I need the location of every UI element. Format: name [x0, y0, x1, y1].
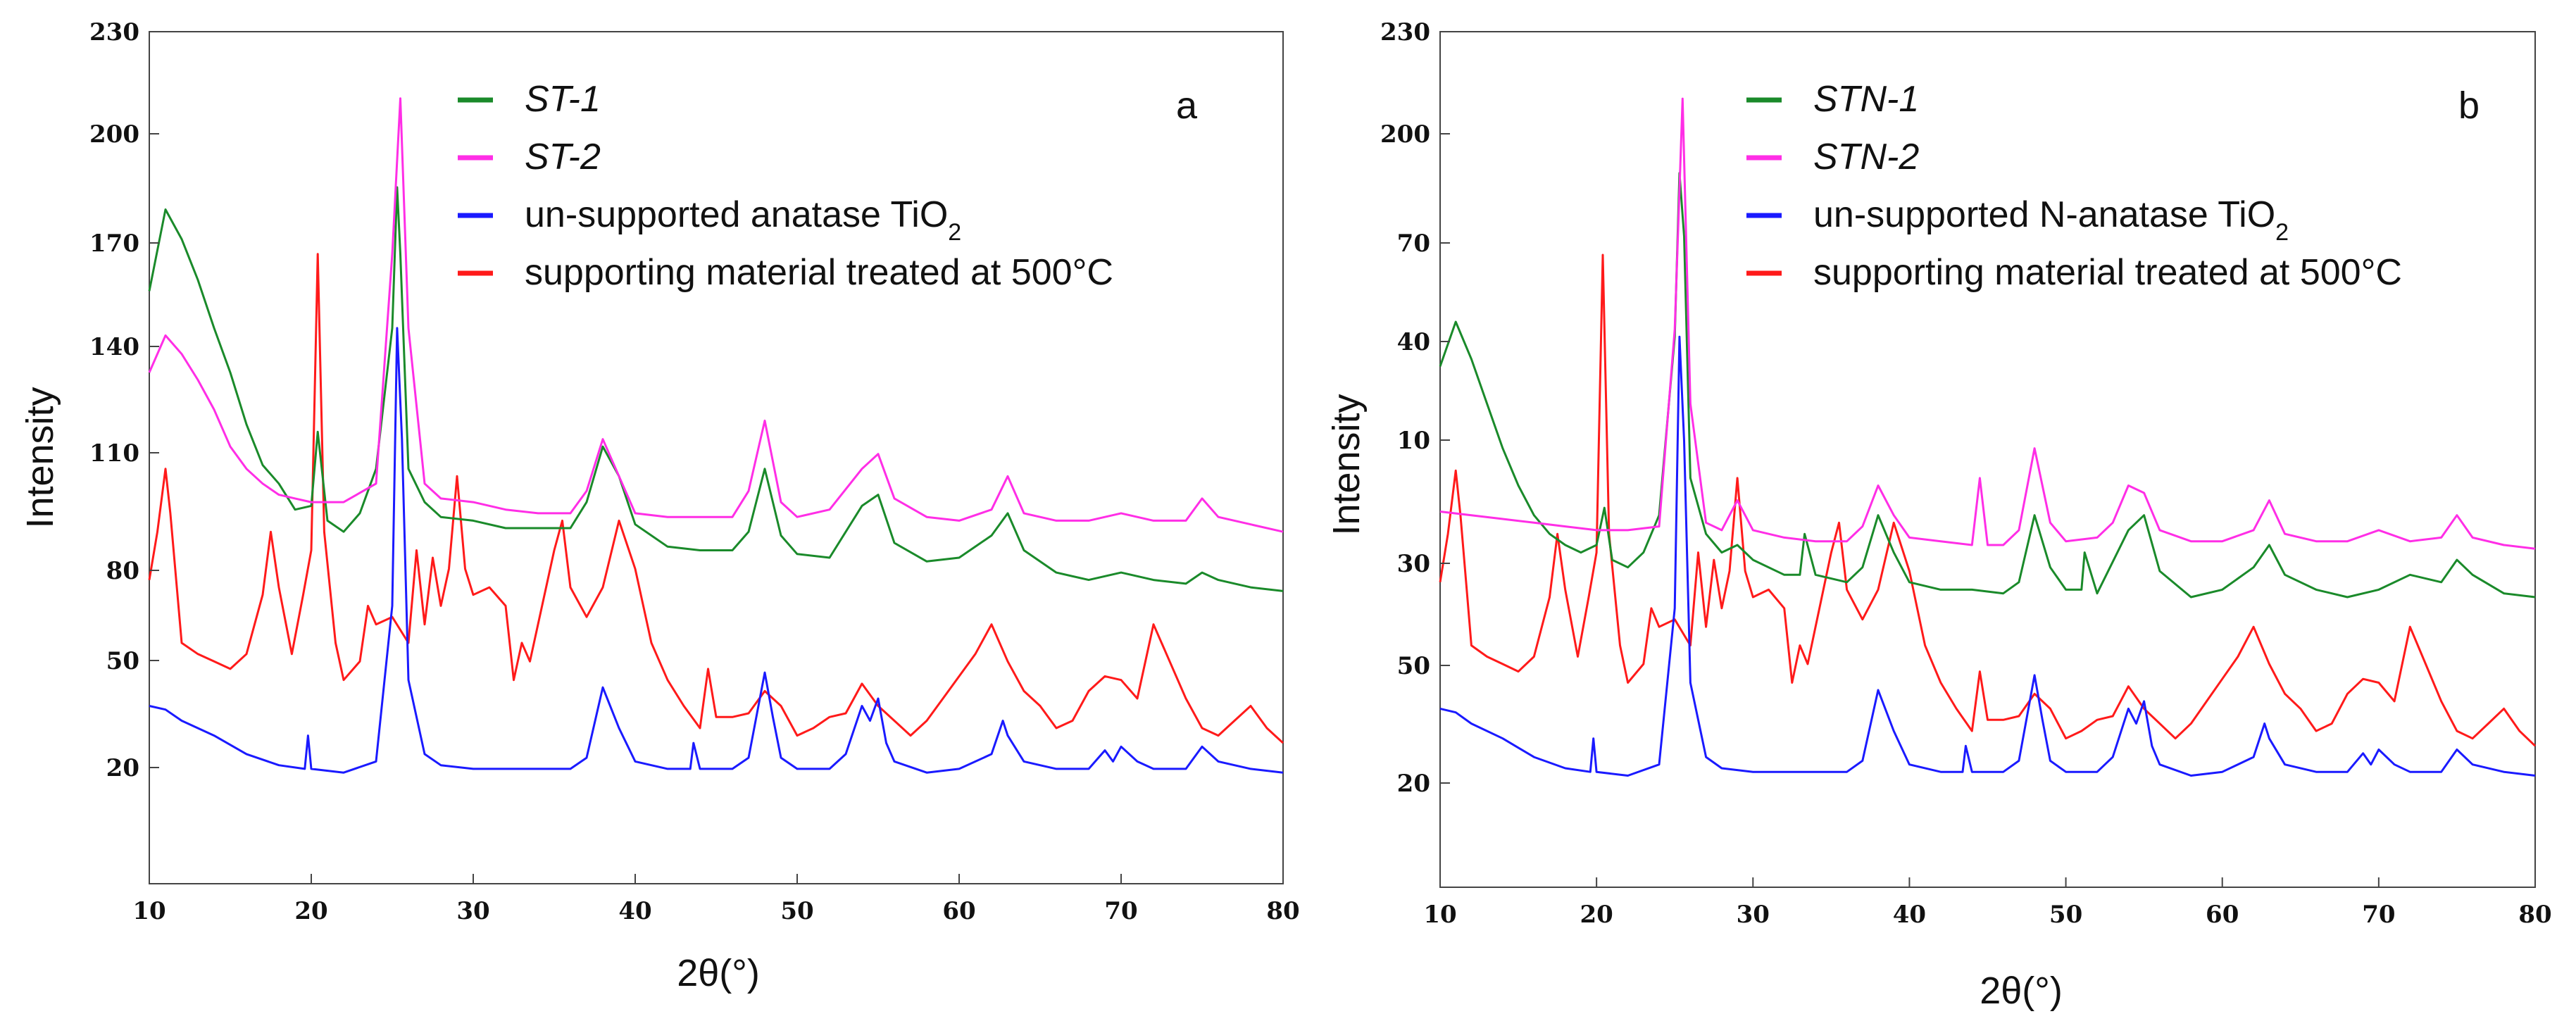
panel-a-series-st-1 — [148, 186, 1284, 592]
y-tick-label: 80 — [106, 557, 139, 585]
panel-a-x-ticks: 10 20 30 40 50 60 70 80 — [132, 874, 1300, 925]
x-tick-label: 10 — [132, 897, 165, 925]
panel-b-y-ticks: 20 50 30 10 40 70 200 230 — [1380, 18, 1450, 798]
panel-a-series-layer — [148, 97, 1284, 774]
legend-entry-text: supporting material treated at 500°C — [525, 252, 1113, 293]
x-tick-label: 70 — [1104, 897, 1137, 925]
x-tick-label: 80 — [2518, 901, 2551, 929]
x-tick-label: 70 — [2362, 901, 2395, 929]
legend-entry-text: un-supported N-anatase TiO — [1813, 194, 2275, 235]
panel-b-series-stn-1 — [1439, 172, 2536, 599]
y-tick-label: 170 — [89, 230, 139, 258]
x-tick-label: 30 — [1737, 901, 1770, 929]
legend-entry: STN-1 — [1813, 79, 1919, 120]
legend-entry: STN-2 — [1813, 137, 1919, 177]
panel-b-plot-frame — [1439, 31, 2536, 888]
y-tick-label: 20 — [106, 754, 139, 782]
panel-a-series-un-supported-anatase-tio2 — [149, 327, 1284, 774]
legend-entry-text: supporting material treated at 500°C — [1813, 252, 2402, 293]
x-tick-label: 80 — [1266, 897, 1299, 925]
y-tick-label: 10 — [1397, 427, 1430, 455]
panel-a-series-st-2 — [148, 97, 1284, 533]
panel-a-x-axis-title: 2θ(°) — [677, 952, 760, 994]
x-tick-label: 50 — [780, 897, 813, 925]
panel-b-series-un-supported-n-anatase-tio2 — [1439, 335, 2536, 777]
panel-b-label: b — [2458, 84, 2480, 127]
legend-entry: un-supported N-anatase TiO2 — [1813, 194, 2289, 246]
panel-b-legend: STN-1 STN-2 un-supported N-anatase TiO2 sup… — [1746, 79, 2402, 293]
legend-entry: ST-1 — [525, 79, 601, 120]
legend-entry: ST-2 — [525, 137, 601, 177]
panel-a-y-axis-title: Intensity — [19, 387, 61, 528]
panel-b-y-axis-title: Intensity — [1325, 394, 1368, 535]
panel-a-label: a — [1176, 84, 1198, 127]
x-tick-label: 20 — [294, 897, 327, 925]
panel-a-y-ticks: 20 50 80 110 140 170 200 230 — [89, 18, 159, 782]
y-tick-label: 40 — [1397, 328, 1430, 356]
y-tick-label: 70 — [1397, 230, 1430, 258]
y-tick-label: 140 — [89, 333, 139, 361]
legend-entry: supporting material treated at 500°C — [1813, 252, 2402, 293]
y-tick-label: 200 — [1380, 120, 1430, 149]
panel-b-x-ticks: 10 20 30 40 50 60 70 80 — [1423, 877, 2552, 929]
panel-a-series-supporting-material-treated-at-500-c — [148, 253, 1284, 744]
panel-b-x-axis-title: 2θ(°) — [1980, 970, 2063, 1012]
legend-entry: supporting material treated at 500°C — [525, 252, 1113, 293]
legend-entry: un-supported anatase TiO2 — [525, 194, 961, 246]
panel-b-series-stn-2 — [1439, 97, 2536, 550]
y-tick-label: 230 — [89, 18, 139, 46]
y-tick-label: 50 — [1397, 652, 1430, 680]
y-tick-label: 110 — [89, 439, 139, 468]
panel-b-series-supporting-material-treated-at-500-c — [1439, 253, 2537, 747]
x-tick-label: 30 — [456, 897, 489, 925]
legend-entry-text: un-supported anatase TiO — [525, 194, 948, 235]
x-tick-label: 60 — [942, 897, 975, 925]
legend-entry-text: ST-2 — [525, 137, 601, 177]
panel-a-plot-frame — [149, 31, 1284, 884]
y-tick-label: 50 — [106, 647, 139, 675]
panel-a-chart: 20 50 80 110 140 170 200 230 10 20 30 40 50 60 70 80 S… — [19, 18, 1300, 994]
legend-entry-text: ST-1 — [525, 79, 601, 120]
x-tick-label: 60 — [2206, 901, 2239, 929]
legend-entry-subscript: 2 — [948, 219, 961, 246]
y-tick-label: 20 — [1397, 770, 1430, 798]
legend-entry-text: STN-1 — [1813, 79, 1919, 120]
panel-b-chart: 20 50 30 10 40 70 200 230 10 20 30 40 50 60 70 80 STN-… — [1325, 18, 2552, 1012]
y-tick-label: 30 — [1397, 550, 1430, 578]
y-tick-label: 200 — [89, 120, 139, 149]
x-tick-label: 10 — [1423, 901, 1456, 929]
x-tick-label: 40 — [1893, 901, 1926, 929]
y-tick-label: 230 — [1380, 18, 1430, 46]
panel-b-series-layer — [1439, 97, 2537, 777]
x-tick-label: 40 — [618, 897, 651, 925]
legend-entry-text: STN-2 — [1813, 137, 1919, 177]
panel-a-legend: ST-1 ST-2 un-supported anatase TiO2 support… — [458, 79, 1113, 293]
x-tick-label: 20 — [1580, 901, 1613, 929]
x-tick-label: 50 — [2049, 901, 2082, 929]
legend-entry-subscript: 2 — [2275, 219, 2289, 246]
